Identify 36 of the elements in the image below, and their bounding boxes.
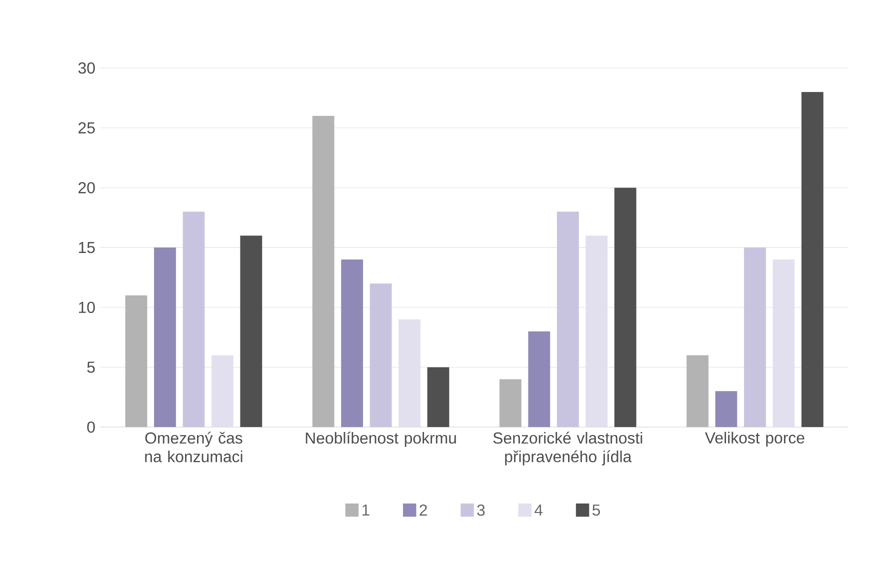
x-tick-label: Omezený čas na konzumaci	[145, 432, 242, 462]
bar	[528, 331, 550, 428]
bar	[211, 355, 234, 428]
y-tick-label: 25	[78, 122, 95, 134]
bar	[125, 295, 148, 428]
legend-label: 1	[362, 504, 370, 516]
legend-label: 4	[534, 504, 543, 516]
bar	[614, 188, 636, 428]
y-tick-label: 10	[78, 302, 95, 314]
y-tick-label: 0	[87, 421, 95, 433]
y-tick-label: 15	[78, 242, 95, 254]
bar	[427, 367, 450, 428]
bar	[586, 236, 608, 428]
bar	[182, 212, 205, 428]
bar	[772, 260, 795, 428]
bar	[556, 212, 579, 428]
x-tick-label: Neoblíbenost pokrmu	[306, 432, 456, 447]
y-tick-label: 5	[87, 362, 95, 373]
x-tick-label: Velikost porce	[704, 432, 804, 447]
bar	[370, 283, 392, 428]
bar	[499, 379, 522, 428]
legend-label: 3	[477, 504, 485, 516]
legend-label: 2	[420, 504, 427, 516]
bar	[801, 92, 824, 428]
legend-label: 5	[592, 504, 600, 516]
bar	[312, 116, 334, 428]
bar	[341, 260, 364, 428]
x-tick-label: Senzorické vlastnosti připraveného jídla	[493, 432, 642, 466]
bar	[715, 391, 738, 428]
bar	[686, 355, 708, 428]
y-tick-label: 30	[78, 62, 95, 74]
bar	[398, 319, 420, 428]
y-tick-label: 20	[78, 182, 95, 194]
bar	[744, 248, 766, 428]
bar	[154, 248, 176, 428]
bar	[240, 236, 262, 428]
